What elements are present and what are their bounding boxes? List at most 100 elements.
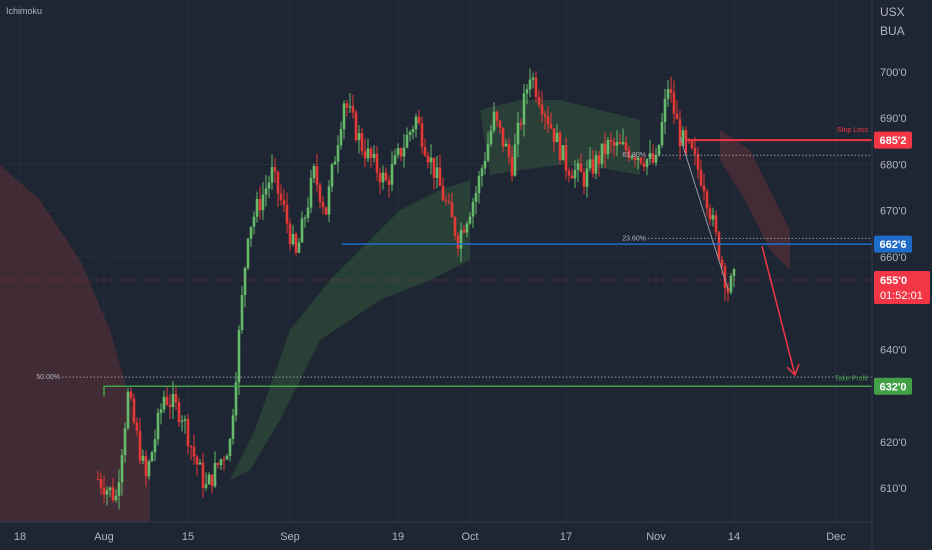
candle-body <box>561 145 565 161</box>
x-tick-label: 18 <box>14 531 26 543</box>
candle-body <box>111 487 115 501</box>
candle-body <box>189 446 193 448</box>
candle-body <box>651 153 655 163</box>
candle-body <box>468 216 472 224</box>
candle-body <box>405 134 409 148</box>
x-axis[interactable]: 18 Aug 15 Sep 19 Oct 17 Nov 14 Dec <box>14 531 846 543</box>
candle-body <box>321 201 325 208</box>
candle-body <box>141 456 145 461</box>
candle-body <box>480 168 484 176</box>
candle-body <box>225 455 229 460</box>
candle-body <box>156 412 160 440</box>
candle-body <box>327 186 331 215</box>
candle-body <box>357 133 361 141</box>
candle-body <box>237 329 241 383</box>
candle-body <box>393 155 397 165</box>
candle-body <box>309 178 313 208</box>
x-tick-label: Dec <box>826 531 846 543</box>
candle-body <box>378 172 382 183</box>
candle-body <box>168 404 172 408</box>
x-tick-label: 15 <box>182 531 194 543</box>
candle-body <box>216 463 220 466</box>
take-profit-line <box>103 385 872 397</box>
candle-body <box>681 130 685 147</box>
candle-body <box>207 474 211 485</box>
candle-body <box>513 144 517 176</box>
candle-body <box>174 393 178 403</box>
candle-body <box>213 463 217 487</box>
candle-body <box>660 121 664 146</box>
candle-body <box>315 166 319 185</box>
candle-body <box>411 129 415 133</box>
candle-body <box>366 148 370 159</box>
candle-body <box>420 123 424 148</box>
candle-body <box>186 418 190 447</box>
candle-body <box>285 204 289 224</box>
trade-levels: 61.80% 23.60% 50.00% Stop Loss Take Profit <box>0 127 872 397</box>
candle-body <box>384 172 388 181</box>
candle-body <box>639 157 643 164</box>
candle-body <box>729 275 733 293</box>
candle-body <box>591 159 595 174</box>
candle-body <box>690 140 694 149</box>
candle-body <box>522 93 526 125</box>
candle-body <box>159 409 163 413</box>
candle-body <box>684 130 688 140</box>
candle-body <box>264 188 268 195</box>
candle-body <box>429 157 433 163</box>
candle-body <box>699 169 703 186</box>
y-axis[interactable]: 700'0 690'0 680'0 670'0 660'0 640'0 620'0 610'0 <box>880 67 907 495</box>
candle-body <box>624 142 628 151</box>
candle-body <box>150 452 154 462</box>
candle-body <box>552 128 556 143</box>
candle-body <box>96 478 100 480</box>
candle-body <box>675 113 679 120</box>
candle-body <box>453 217 457 236</box>
x-tick-label: Nov <box>646 531 666 543</box>
candle-body <box>543 114 547 117</box>
candle-body <box>546 116 550 125</box>
current-price-tag-text: 655'0 <box>880 275 907 287</box>
candle-body <box>153 439 157 453</box>
candle-body <box>435 167 439 178</box>
candle-body <box>597 155 601 164</box>
candle-body <box>279 193 283 201</box>
candle-body <box>705 191 709 209</box>
candle-body <box>222 459 226 461</box>
candle-body <box>723 266 727 289</box>
candle-body <box>462 229 466 233</box>
candle-body <box>573 169 577 179</box>
candle-body <box>555 132 559 143</box>
y-tick-label: 690'0 <box>880 113 907 125</box>
x-axis-panel <box>0 522 932 550</box>
candle-body <box>123 428 127 456</box>
candle-body <box>276 171 280 194</box>
candle-body <box>162 396 166 410</box>
cloud-bear-right <box>720 130 790 270</box>
candle-body <box>564 145 568 171</box>
candle-body <box>432 157 436 178</box>
candle-body <box>171 393 175 408</box>
stop-loss-tag-text: 685'2 <box>879 135 906 147</box>
candle-body <box>567 170 571 176</box>
candle-body <box>483 160 487 169</box>
candle-body <box>375 153 379 173</box>
y-tick-label: 610'0 <box>880 483 907 495</box>
fib-level-label: 61.80% <box>622 152 646 159</box>
x-tick-label: 19 <box>392 531 404 543</box>
candle-body <box>273 167 277 172</box>
candle-body <box>669 89 673 93</box>
indicator-label[interactable]: Ichimoku <box>6 6 42 16</box>
candle-body <box>627 150 631 159</box>
candle-body <box>549 124 553 129</box>
candle-body <box>633 156 637 160</box>
candle-body <box>414 116 418 130</box>
candle-body <box>396 148 400 156</box>
candle-body <box>459 229 463 249</box>
candle-body <box>498 120 502 128</box>
x-tick-label: Oct <box>461 531 478 543</box>
candle-body <box>177 402 181 422</box>
candle-body <box>594 155 598 174</box>
